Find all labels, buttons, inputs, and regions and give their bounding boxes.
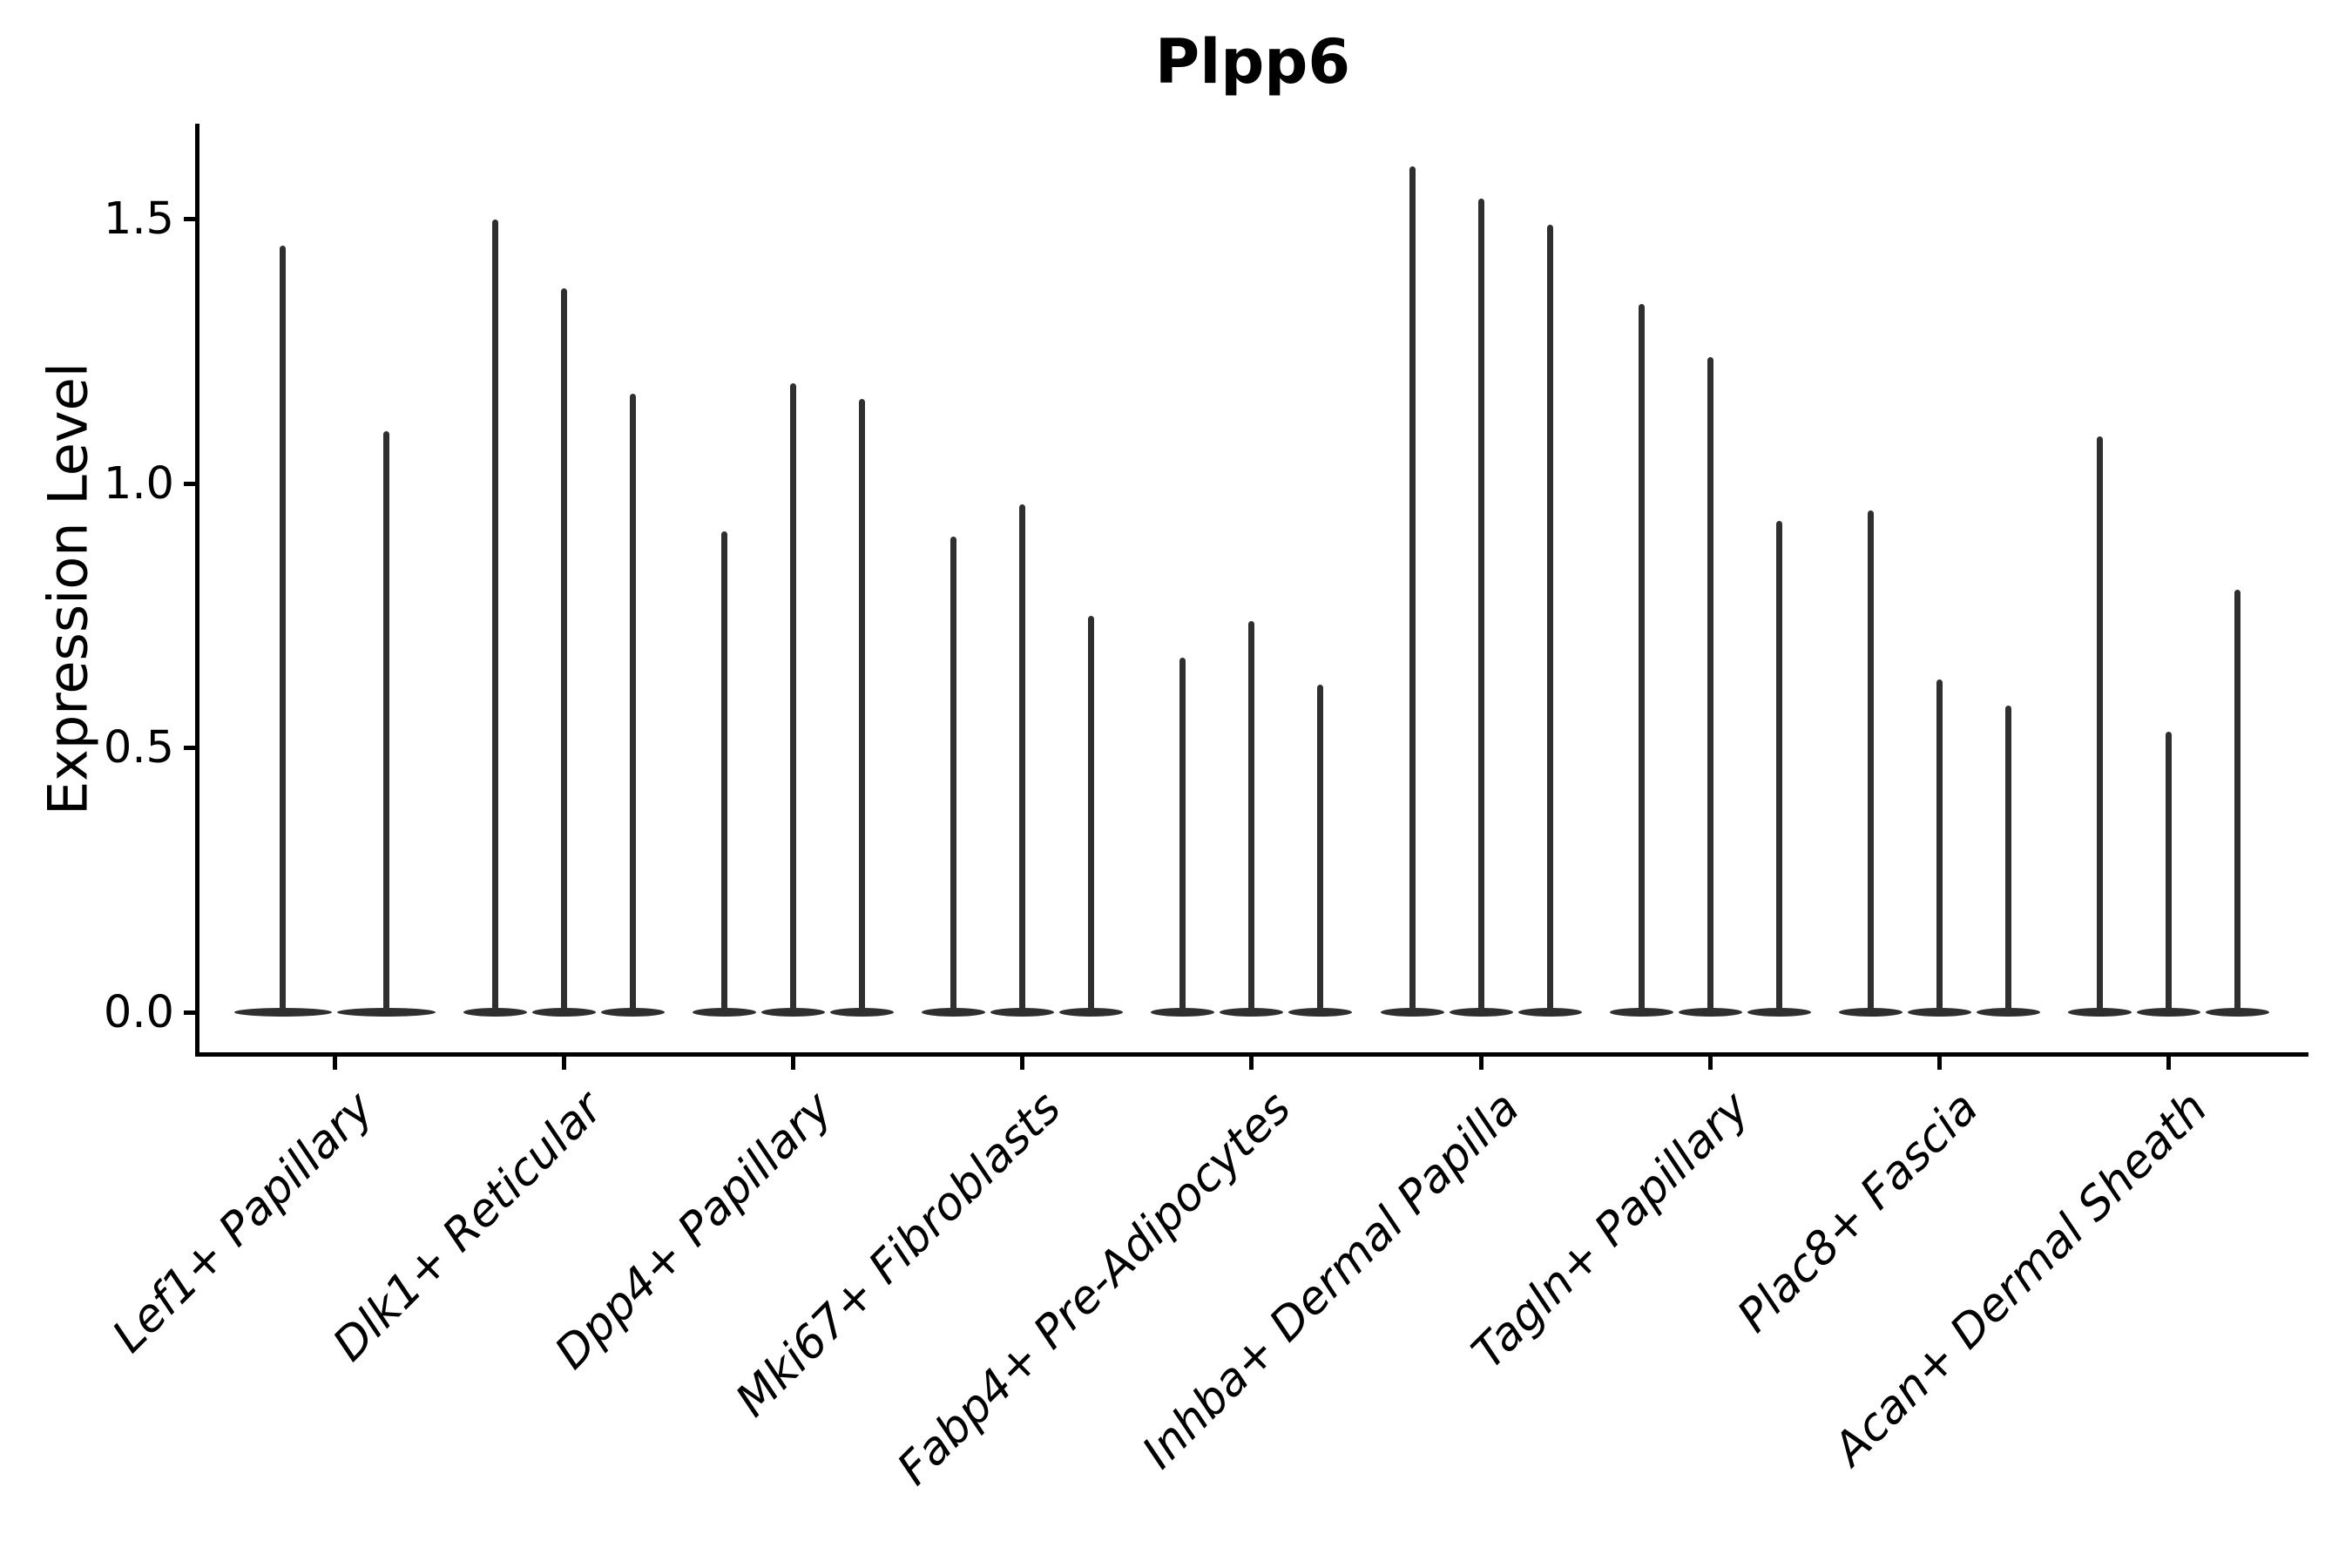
x-tick: [1707, 1054, 1713, 1070]
violin-spike: [1867, 510, 1874, 1016]
violin-spike: [1477, 198, 1484, 1016]
violin-spike: [1317, 684, 1324, 1016]
x-tick-label: Inhba+ Dermal Papilla: [1132, 1082, 1531, 1479]
x-tick: [2166, 1054, 2172, 1070]
x-tick: [790, 1054, 795, 1070]
x-tick: [1249, 1054, 1254, 1070]
violin-spike: [789, 382, 796, 1016]
violin-spike: [1638, 303, 1645, 1016]
violin-spike: [1546, 224, 1553, 1016]
violin-spike: [1707, 356, 1713, 1016]
violin-spike: [1775, 520, 1782, 1016]
violin-spike: [1409, 166, 1416, 1016]
violin-spike: [280, 246, 287, 1016]
x-tick: [1478, 1054, 1484, 1070]
violin-spike: [2166, 732, 2173, 1016]
violin-spike: [1248, 620, 1255, 1016]
violin-spike: [491, 219, 498, 1016]
y-tick-label: 1.0: [103, 457, 174, 510]
violin-spike: [858, 399, 865, 1016]
x-tick-label: Fabp4+ Pre-Adipocytes: [887, 1082, 1301, 1496]
violin-spike: [560, 287, 567, 1016]
y-tick-label: 1.5: [103, 193, 174, 246]
violin-spike: [1179, 658, 1186, 1016]
x-tick: [561, 1054, 566, 1070]
y-tick: [184, 1010, 198, 1015]
violin-spike: [950, 536, 957, 1016]
x-tick: [1936, 1054, 1942, 1070]
y-tick: [184, 481, 198, 486]
violin-spike: [720, 531, 727, 1016]
violin-spike: [629, 394, 636, 1016]
x-tick: [1020, 1054, 1025, 1070]
violin-spike: [1088, 615, 1095, 1016]
y-tick: [184, 746, 198, 751]
violin-spike: [2097, 436, 2104, 1016]
violin-spike: [2234, 589, 2241, 1016]
violin-spike: [382, 430, 389, 1016]
y-axis-spine: [195, 124, 199, 1057]
x-tick-label: Plac8+ Fascia: [1727, 1082, 1989, 1343]
y-axis-label: Expression Level: [36, 362, 100, 815]
x-tick: [332, 1054, 337, 1070]
y-tick-label: 0.5: [103, 722, 174, 774]
x-tick-label: Acan+ Dermal Sheath: [1824, 1082, 2219, 1476]
y-tick-label: 0.0: [103, 986, 174, 1038]
y-tick: [184, 217, 198, 222]
chart-title: Plpp6: [1154, 26, 1351, 98]
violin-spike: [1019, 504, 1026, 1016]
violin-spike: [2004, 706, 2011, 1016]
violin-spike: [1936, 679, 1943, 1016]
